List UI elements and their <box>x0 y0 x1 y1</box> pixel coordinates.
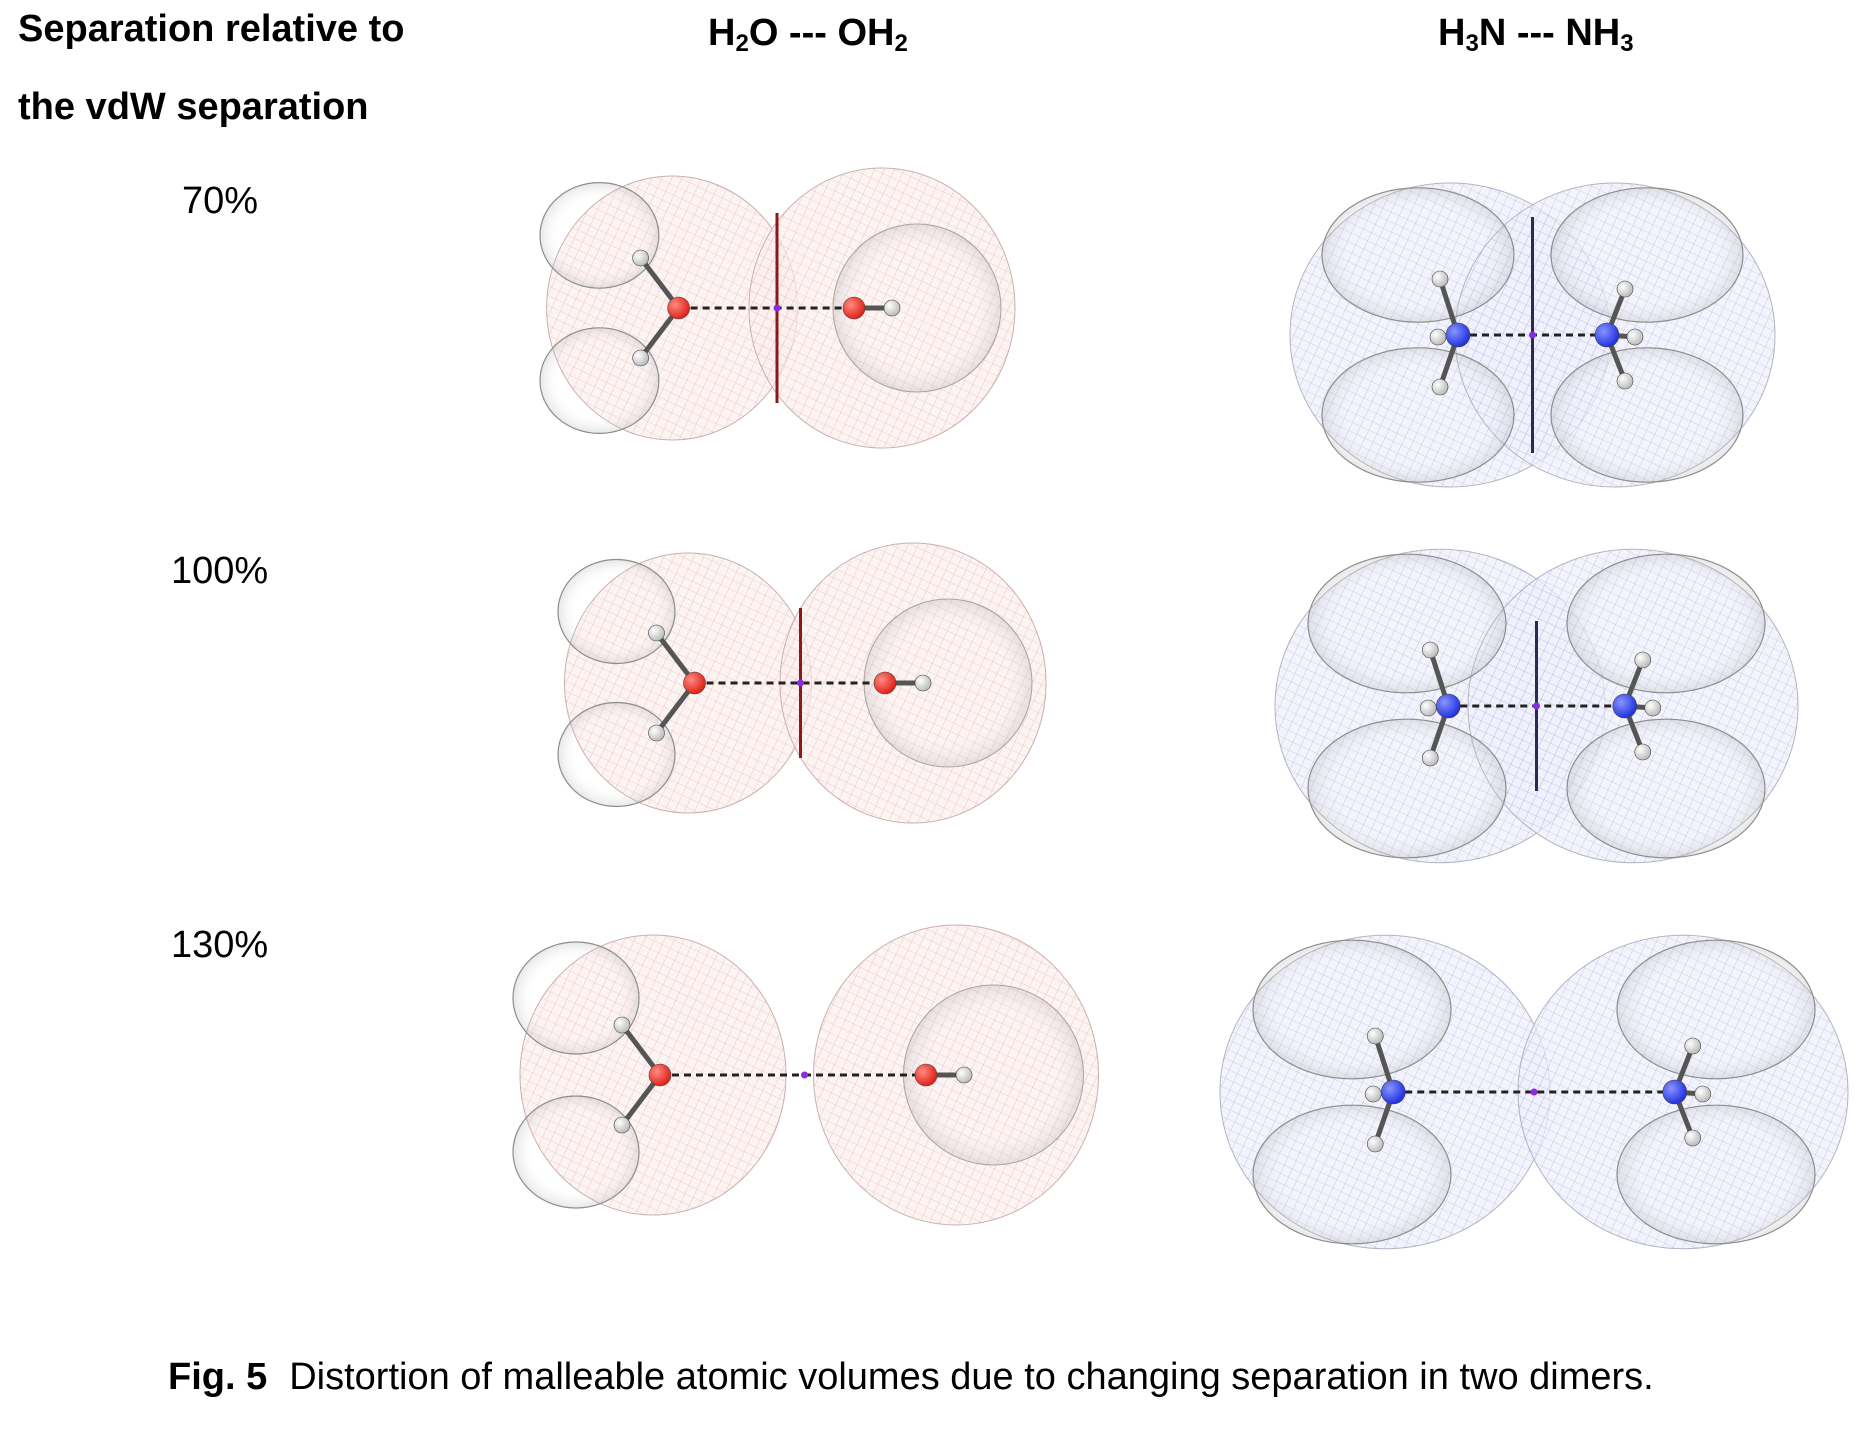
hydrogen-shell <box>1566 553 1766 694</box>
oxygen-atom <box>648 1063 672 1087</box>
bond-critical-point <box>797 679 804 687</box>
hydrogen-atom <box>1634 651 1652 669</box>
hydrogen-atom <box>1684 1129 1702 1147</box>
water-dimer-130 <box>512 924 1099 1226</box>
bond-critical-point <box>1530 1088 1538 1096</box>
hydrogen-atom <box>1644 699 1662 717</box>
bond-critical-point <box>773 304 781 312</box>
oxygen-atom <box>914 1063 938 1087</box>
nitrogen-atom <box>1594 322 1620 348</box>
hydrogen-atom <box>1366 1135 1384 1153</box>
hydrogen-atom <box>1419 699 1437 717</box>
hydrogen-shell <box>512 941 640 1055</box>
hydrogen-atom <box>1684 1037 1702 1055</box>
row-label-100: 100% <box>171 550 269 592</box>
hydrogen-shell <box>1307 718 1507 859</box>
hydrogen-shell <box>557 701 676 808</box>
water-dimer-100 <box>557 542 1047 824</box>
hydrogen-shell <box>832 223 1002 393</box>
hydrogen-atom <box>648 624 665 642</box>
hydrogen-atom <box>1616 372 1634 390</box>
bond-critical-point <box>1533 702 1540 710</box>
hydrogen-shell <box>1566 718 1766 859</box>
hydrogen-shell <box>1616 1104 1816 1245</box>
hydrogen-atom <box>1431 378 1449 396</box>
hydrogen-shell <box>512 1095 640 1209</box>
nitrogen-atom <box>1662 1079 1688 1105</box>
hydrogen-atom <box>1429 328 1447 346</box>
hydrogen-shell <box>539 327 660 435</box>
nitrogen-atom <box>1612 693 1638 719</box>
hydrogen-atom <box>1364 1085 1382 1103</box>
oxygen-atom <box>842 296 866 320</box>
ammonia-dimer-100 <box>1274 548 1799 864</box>
oxygen-atom <box>667 296 690 320</box>
oxygen-atom <box>873 671 897 695</box>
water-dimer-header: H2O --- OH2 <box>708 12 908 57</box>
hydrogen-shell <box>1550 347 1744 483</box>
hydrogen-atom <box>955 1066 973 1084</box>
hydrogen-atom <box>1634 743 1652 761</box>
hydrogen-shell <box>539 181 660 289</box>
hydrogen-shell <box>1252 939 1452 1080</box>
hydrogen-shell <box>1252 1104 1452 1245</box>
hydrogen-shell <box>1307 553 1507 694</box>
hydrogen-shell <box>557 558 676 665</box>
ammonia-dimer-70 <box>1289 182 1776 488</box>
bond-critical-point <box>1529 331 1536 339</box>
nitrogen-atom <box>1435 693 1461 719</box>
hydrogen-atom <box>1366 1027 1384 1045</box>
row-label-130: 130% <box>171 924 269 966</box>
figure-label: Fig. 5 <box>168 1356 268 1398</box>
hydrogen-atom <box>1694 1085 1712 1103</box>
hydrogen-atom <box>914 674 932 692</box>
ammonia-dimer-header: H3N --- NH3 <box>1438 12 1634 57</box>
figure-caption: Fig. 5 Distortion of malleable atomic vol… <box>168 1356 1654 1399</box>
separation-header-line-1: Separation relative to <box>18 8 405 50</box>
figure-caption-text: Distortion of malleable atomic volumes d… <box>289 1356 1654 1398</box>
hydrogen-atom <box>1421 641 1439 659</box>
hydrogen-atom <box>1421 749 1439 767</box>
hydrogen-shell <box>1550 187 1744 323</box>
hydrogen-atom <box>648 724 665 742</box>
ammonia-dimer-130 <box>1219 934 1849 1250</box>
hydrogen-atom <box>883 299 901 317</box>
oxygen-atom <box>683 671 706 695</box>
hydrogen-atom <box>1431 270 1449 288</box>
nitrogen-atom <box>1380 1079 1406 1105</box>
hydrogen-atom <box>1626 328 1644 346</box>
hydrogen-atom <box>632 349 649 367</box>
hydrogen-shell <box>1321 347 1515 483</box>
nitrogen-atom <box>1445 322 1471 348</box>
hydrogen-atom <box>613 1016 631 1034</box>
row-label-70: 70% <box>182 180 259 222</box>
hydrogen-shell <box>1321 187 1515 323</box>
hydrogen-atom <box>632 249 649 267</box>
water-dimer-70 <box>539 167 1016 449</box>
bond-critical-point <box>801 1071 808 1079</box>
hydrogen-shell <box>1616 939 1816 1080</box>
separation-header-line-2: the vdW separation <box>18 86 369 128</box>
hydrogen-atom <box>1616 280 1634 298</box>
hydrogen-atom <box>613 1116 631 1134</box>
